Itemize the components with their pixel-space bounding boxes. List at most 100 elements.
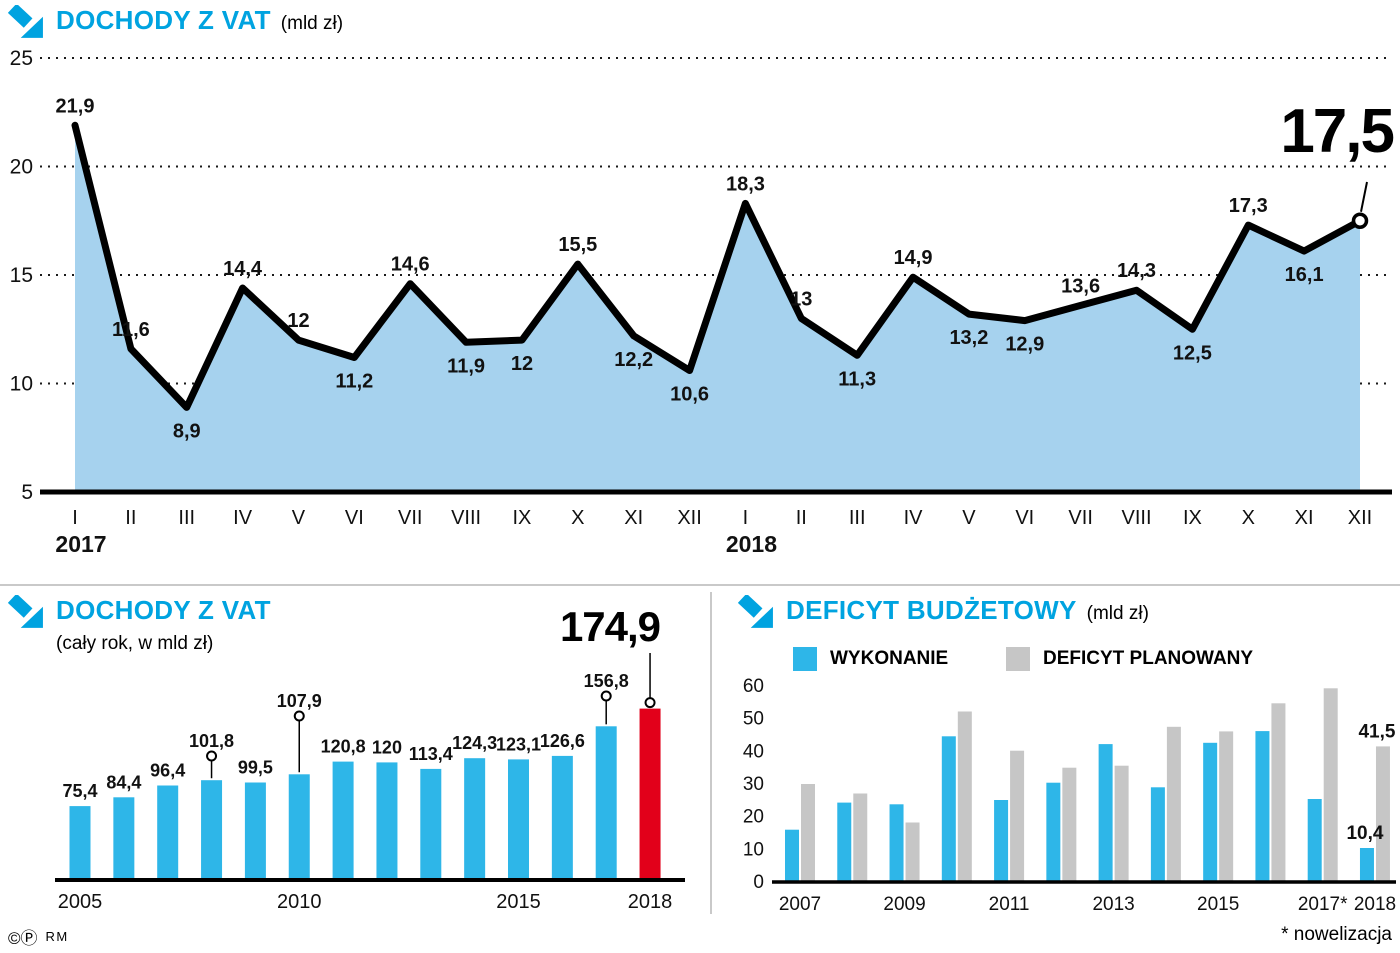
x-tick-label: 2009	[883, 894, 925, 915]
bar-2007	[157, 785, 179, 880]
vat-yearly-header: DOCHODY Z VAT (cały rok, w mld zł)	[8, 595, 271, 655]
point-label: 14,4	[223, 258, 263, 280]
bar-2010	[288, 774, 310, 880]
bar-wykonanie-2017	[1307, 799, 1322, 882]
bar-2014	[464, 758, 486, 880]
bar-wykonanie-2008	[837, 802, 852, 882]
month-label: II	[125, 507, 136, 529]
x-tick-label: 2011	[989, 894, 1030, 915]
bar-planowany-2017	[1323, 688, 1338, 882]
month-label: VI	[345, 507, 364, 529]
down-right-arrow-icon	[738, 595, 773, 628]
x-tick-label: 2013	[1092, 894, 1134, 915]
point-label: 12	[287, 310, 309, 332]
point-label: 16,1	[1285, 264, 1324, 286]
bar-wykonanie-2018	[1359, 848, 1374, 882]
point-label: 13	[790, 288, 812, 310]
credit: ©Ⓟ RM	[8, 924, 69, 949]
highlight-point	[1351, 212, 1369, 229]
month-label: I	[743, 507, 749, 529]
bar-2008	[201, 780, 223, 880]
bar-2009	[244, 782, 266, 880]
month-label: IX	[513, 507, 532, 529]
point-label: 15,5	[558, 234, 597, 256]
horizontal-divider	[0, 584, 1400, 586]
bar-label: 113,4	[409, 744, 453, 764]
y-tick-label: 40	[743, 741, 764, 762]
y-tick-label: 25	[10, 47, 33, 70]
bar-wykonanie-2012	[1046, 782, 1061, 882]
point-label: 12,2	[614, 349, 653, 371]
point-label: 14,3	[1117, 260, 1156, 282]
bar-2012	[376, 762, 398, 880]
bar-label: 123,1	[496, 734, 541, 754]
point-label: 21,9	[56, 95, 95, 117]
month-label: IV	[233, 507, 253, 529]
bar-2016	[551, 755, 573, 880]
bar-planowany-2007	[801, 784, 815, 882]
data-line	[71, 121, 1364, 411]
point-label: 11,9	[447, 355, 485, 377]
bar-planowany-2015	[1219, 731, 1234, 882]
bar-2015	[508, 759, 529, 880]
month-label: XI	[1295, 507, 1314, 529]
bar-wykonanie-2007	[785, 829, 799, 882]
deficit-header: DEFICYT BUDŻETOWY (mld zł)	[738, 595, 1149, 629]
chart-title: DOCHODY Z VAT	[56, 595, 271, 625]
y-tick-label: 20	[743, 807, 764, 828]
callout-line	[1360, 181, 1368, 212]
end-value-label: 10,4	[1346, 823, 1383, 844]
bar-wykonanie-2013	[1098, 744, 1113, 882]
vertical-divider	[710, 592, 712, 914]
year-label: 2018	[726, 531, 777, 557]
point-label: 17,3	[1229, 195, 1268, 217]
y-tick-label: 10	[743, 839, 764, 860]
point-label: 14,9	[894, 247, 933, 269]
y-tick-label: 60	[743, 676, 764, 697]
y-tick-label: 20	[10, 156, 33, 179]
month-label: X	[571, 507, 584, 529]
callout-dot	[206, 750, 218, 762]
month-label: VII	[1068, 507, 1092, 529]
legend-item-deficyt-planowany: DEFICYT PLANOWANY	[1006, 647, 1253, 671]
month-label: IV	[904, 507, 924, 529]
month-label: VIII	[451, 507, 481, 529]
footnote: * nowelizacja	[1281, 924, 1392, 945]
point-label: 12	[511, 353, 533, 375]
month-label: VII	[398, 507, 422, 529]
legend-item-wykonanie: WYKONANIE	[793, 647, 948, 671]
bar-label: 120	[372, 737, 402, 757]
legend-label: WYKONANIE	[830, 648, 949, 669]
x-tick-label: 2015	[1197, 894, 1239, 915]
point-label: 12,5	[1173, 342, 1212, 364]
bar-wykonanie-2014	[1150, 787, 1165, 882]
bar-planowany-2011	[1010, 750, 1025, 882]
x-tick-label: 2005	[58, 891, 103, 913]
year-label: 2017	[55, 531, 106, 557]
callout-dot	[600, 690, 612, 702]
legend-swatch-blue	[793, 647, 817, 671]
point-label: 12,9	[1005, 334, 1044, 356]
bar-2011	[332, 761, 354, 880]
down-right-arrow-icon	[8, 5, 43, 38]
point-label: 11,6	[112, 319, 150, 341]
bar-label: 156,8	[584, 671, 629, 691]
y-tick-label: 50	[743, 709, 764, 730]
bar-label: 120,8	[321, 737, 366, 757]
chart-subtitle: (cały rok, w mld zł)	[56, 633, 214, 654]
bar-wykonanie-2016	[1255, 731, 1270, 882]
down-right-arrow-icon	[8, 595, 43, 628]
bar-wykonanie-2009	[889, 804, 904, 882]
point-label: 11,2	[335, 370, 373, 392]
point-label: 14,6	[391, 254, 430, 276]
bar-planowany-2014	[1166, 726, 1181, 882]
bar-planowany-2008	[853, 793, 868, 882]
bar-2018	[639, 708, 661, 880]
bar-planowany-2010	[957, 711, 972, 882]
deficit-chart: 60 50 40 30 20 10 0 10,4 41,5 2007 2009 2011 2013 201…	[743, 676, 1396, 915]
chart-title: DEFICYT BUDŻETOWY	[786, 595, 1077, 625]
x-tick-label: 2018	[628, 891, 673, 913]
bar-label: 99,5	[238, 757, 273, 777]
month-label: X	[1242, 507, 1255, 529]
bar-wykonanie-2011	[994, 800, 1009, 882]
